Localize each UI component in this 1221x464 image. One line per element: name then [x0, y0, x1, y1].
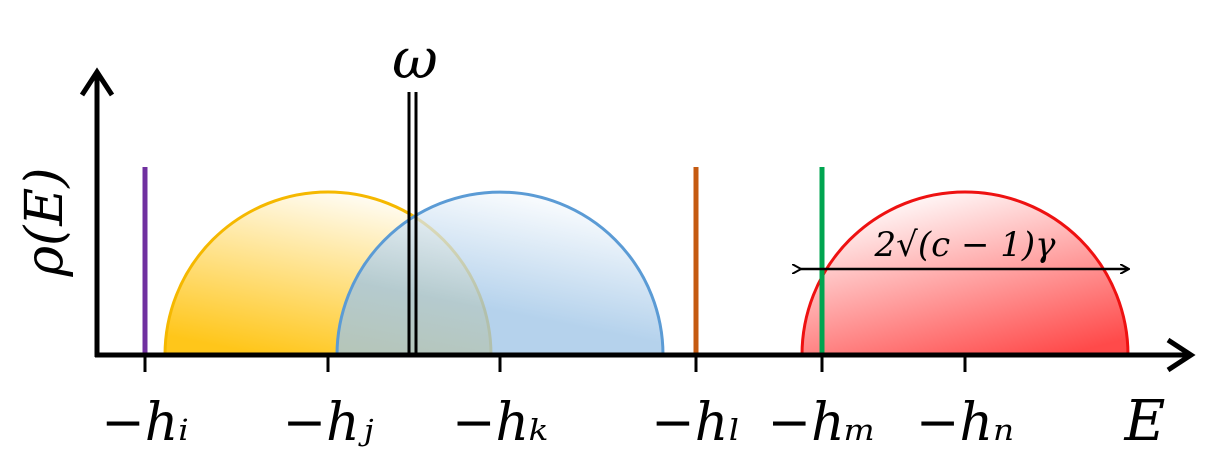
tick-label: −hₙ [916, 393, 1014, 453]
tick-label: −hₖ [452, 393, 548, 453]
tick-label: −hₗ [651, 393, 741, 453]
tick-label: −hᵢ [101, 393, 189, 453]
frequency-label: ω [392, 27, 438, 92]
x-axis-label: E [1124, 389, 1166, 454]
x-arrow [1166, 337, 1196, 373]
tick-label: −hⱼ [283, 393, 374, 453]
tick-label: −hₘ [768, 393, 877, 453]
width-annotation: 2√(c − 1)γ [874, 225, 1057, 265]
blue-band [335, 190, 665, 357]
y-arrow [79, 67, 115, 97]
y-axis-label: ρ(E) [15, 167, 75, 277]
red-band [800, 190, 1130, 357]
